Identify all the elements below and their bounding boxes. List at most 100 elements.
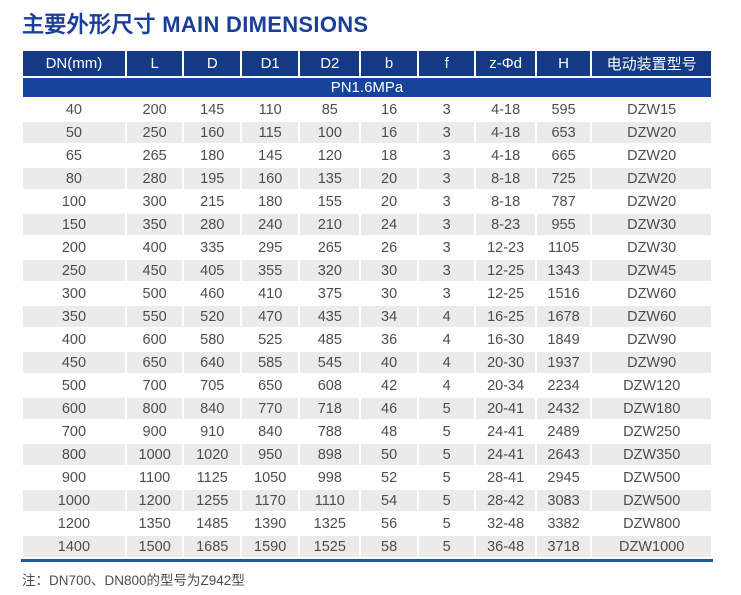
table-cell: 460 [184,283,241,304]
col-header-f: f [418,51,475,76]
table-cell: 30 [361,260,417,281]
table-cell: 1937 [536,352,591,373]
table-cell: 355 [242,260,299,281]
table-row: 800 1000 1020 950 898 50 5 24-41 2643 DZW350 [23,444,711,465]
col-header-h: H [536,51,591,76]
table-cell: 265 [126,145,183,166]
table-cell: 700 [23,421,125,442]
table-cell: 705 [184,375,241,396]
table-cell: 240 [242,214,299,235]
table-row: 500 700 705 650 608 42 4 20-34 2234 DZW120 [23,375,711,396]
table-cell: 950 [242,444,299,465]
table-row: 1000 1200 1255 1170 1110 54 5 28-42 3083 DZW500 [23,490,711,511]
table-cell: 520 [184,306,241,327]
table-cell: 54 [361,490,417,511]
table-cell: 120 [300,145,360,166]
table-cell: DZW350 [592,444,711,465]
table-cell: 4-18 [476,145,535,166]
table-cell: 1849 [536,329,591,350]
table-cell: 4-18 [476,99,535,120]
table-cell: 1125 [184,467,241,488]
table-cell: DZW30 [592,237,711,258]
col-header-d1: D1 [242,51,299,76]
table-cell: 1343 [536,260,591,281]
table-body: 40 200 145 110 85 16 3 4-18 595 DZW15 50 250 160 115 1… [23,99,711,557]
table-cell: 24-41 [476,444,535,465]
table-cell: 4 [418,352,475,373]
table-cell: 46 [361,398,417,419]
table-cell: 1325 [300,513,360,534]
table-cell: 80 [23,168,125,189]
table-cell: 580 [184,329,241,350]
table-cell: DZW60 [592,283,711,304]
table-cell: 5 [418,536,475,557]
table-cell: DZW20 [592,122,711,143]
table-cell: 450 [23,352,125,373]
table-cell: 4 [418,375,475,396]
table-cell: 5 [418,490,475,511]
table-cell: 3 [418,191,475,212]
table-cell: 265 [300,237,360,258]
table-cell: 2489 [536,421,591,442]
table-cell: 608 [300,375,360,396]
table-cell: 320 [300,260,360,281]
table-cell: 700 [126,375,183,396]
table-cell: 725 [536,168,591,189]
table-cell: 56 [361,513,417,534]
table-cell: 1485 [184,513,241,534]
table-cell: 350 [23,306,125,327]
table-row: 40 200 145 110 85 16 3 4-18 595 DZW15 [23,99,711,120]
table-cell: 335 [184,237,241,258]
table-cell: 24 [361,214,417,235]
table-cell: 52 [361,467,417,488]
table-cell: 110 [242,99,299,120]
table-cell: 20-34 [476,375,535,396]
table-row: 65 265 180 145 120 18 3 4-18 665 DZW20 [23,145,711,166]
table-row: 300 500 460 410 375 30 3 12-25 1516 DZW60 [23,283,711,304]
col-header-d: D [184,51,241,76]
table-cell: 8-23 [476,214,535,235]
pressure-band-row: PN1.6MPa [23,78,711,97]
table-row: 400 600 580 525 485 36 4 16-30 1849 DZW90 [23,329,711,350]
col-header-actuator-model: 电动装置型号 [592,51,711,76]
table-cell: 8-18 [476,191,535,212]
table-cell: 160 [184,122,241,143]
table-cell: 1200 [126,490,183,511]
table-cell: 135 [300,168,360,189]
table-cell: DZW20 [592,145,711,166]
table-cell: 910 [184,421,241,442]
table-cell: 1200 [23,513,125,534]
table-cell: 16-30 [476,329,535,350]
table-cell: 145 [184,99,241,120]
table-cell: 1350 [126,513,183,534]
table-cell: 840 [184,398,241,419]
table-cell: 770 [242,398,299,419]
table-cell: 250 [126,122,183,143]
table-row: 900 1100 1125 1050 998 52 5 28-41 2945 DZW500 [23,467,711,488]
table-row: 200 400 335 295 265 26 3 12-23 1105 DZW30 [23,237,711,258]
table-cell: 3 [418,145,475,166]
table-cell: 500 [126,283,183,304]
col-header-dn: DN(mm) [23,51,125,76]
table-cell: 3718 [536,536,591,557]
table-cell: 640 [184,352,241,373]
table-cell: DZW90 [592,329,711,350]
table-cell: 400 [23,329,125,350]
table-cell: DZW500 [592,490,711,511]
table-cell: 1255 [184,490,241,511]
table-cell: 215 [184,191,241,212]
table-cell: 28-41 [476,467,535,488]
table-cell: DZW45 [592,260,711,281]
dimensions-table: DN(mm) L D D1 D2 b f z-Φd H 电动装置型号 PN1.6… [21,49,713,562]
table-cell: 28-42 [476,490,535,511]
table-cell: 2945 [536,467,591,488]
table-cell: 20 [361,168,417,189]
table-cell: 20-41 [476,398,535,419]
table-cell: DZW30 [592,214,711,235]
table-cell: 20 [361,191,417,212]
table-cell: DZW120 [592,375,711,396]
table-cell: 5 [418,467,475,488]
table-cell: 40 [361,352,417,373]
table-row: 150 350 280 240 210 24 3 8-23 955 DZW30 [23,214,711,235]
table-cell: 12-25 [476,283,535,304]
